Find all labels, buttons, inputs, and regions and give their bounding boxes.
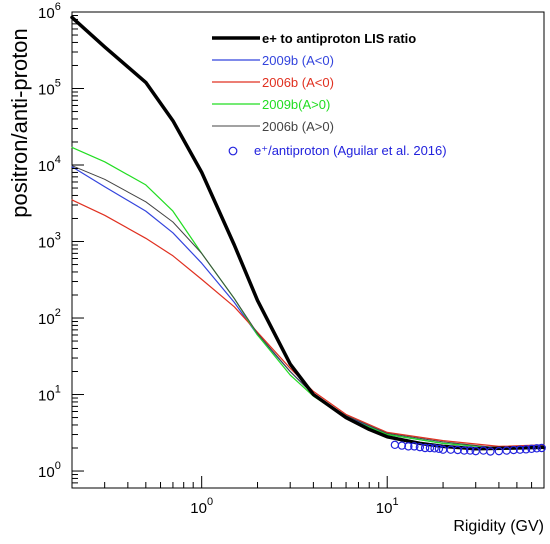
data-point — [527, 444, 536, 454]
x-tick-exponent: 1 — [392, 496, 398, 508]
series-line-3 — [71, 146, 545, 449]
y-tick-label: 104 — [38, 154, 61, 175]
y-tick-label: 106 — [38, 1, 61, 22]
data-point — [509, 445, 518, 455]
y-tick-base: 10 — [38, 464, 55, 481]
y-tick-base: 10 — [38, 311, 55, 328]
data-point — [420, 443, 430, 453]
data-point — [515, 445, 525, 454]
data-point — [459, 446, 469, 455]
legend: e+ to antiproton LIS ratio 2009b (A<0) 200… — [212, 31, 447, 158]
y-tick-base: 10 — [38, 388, 55, 405]
data-point — [521, 445, 531, 454]
y-tick-base: 10 — [38, 5, 55, 22]
x-tick-base: 10 — [190, 500, 207, 517]
data-point — [453, 445, 462, 455]
series-line-4 — [71, 165, 545, 449]
y-tick-label: 100 — [38, 460, 61, 481]
x-tick-label: 101 — [376, 496, 399, 517]
data-point — [410, 442, 419, 451]
y-tick-base: 10 — [38, 235, 55, 252]
plot-frame — [71, 11, 545, 489]
data-point — [486, 447, 495, 456]
legend-label: 2006b (A<0) — [262, 75, 334, 90]
data-point — [532, 444, 541, 453]
y-tick-exponent: 2 — [55, 307, 61, 319]
legend-marker — [228, 146, 238, 156]
legend-label: 2006b (A>0) — [262, 119, 334, 134]
y-tick-exponent: 6 — [55, 1, 61, 13]
series-line-2 — [71, 199, 545, 447]
legend-label: 2009b(A>0) — [262, 97, 330, 112]
y-axis-title: positron/anti-proton — [7, 28, 32, 218]
y-tick-label: 102 — [38, 307, 61, 328]
y-tick-exponent: 3 — [55, 231, 61, 243]
legend-label: 2009b (A<0) — [262, 53, 334, 68]
y-tick-base: 10 — [38, 158, 55, 175]
y-tick-base: 10 — [38, 82, 55, 99]
x-tick-base: 10 — [376, 500, 393, 517]
y-tick-exponent: 4 — [55, 154, 61, 166]
y-tick-exponent: 5 — [55, 78, 61, 90]
data-point — [425, 443, 435, 453]
legend-label: e+ to antiproton LIS ratio — [262, 31, 416, 46]
y-tick-exponent: 0 — [55, 460, 61, 472]
series-layer — [70, 15, 546, 456]
x-axis-title: Rigidity (GV) — [453, 518, 544, 535]
data-point — [537, 443, 546, 453]
data-point — [434, 444, 444, 454]
data-point — [415, 442, 425, 452]
x-tick-label: 100 — [190, 496, 213, 517]
y-tick-label: 101 — [38, 384, 61, 405]
y-tick-label: 103 — [38, 231, 61, 252]
y-tick-exponent: 1 — [55, 384, 61, 396]
x-tick-exponent: 0 — [207, 496, 213, 508]
data-point — [397, 441, 407, 450]
data-point — [404, 442, 413, 451]
legend-label: e⁺/antiproton (Aguilar et al. 2016) — [254, 143, 447, 158]
y-tick-label: 105 — [38, 78, 61, 99]
data-point — [465, 446, 475, 455]
data-point — [430, 444, 439, 453]
